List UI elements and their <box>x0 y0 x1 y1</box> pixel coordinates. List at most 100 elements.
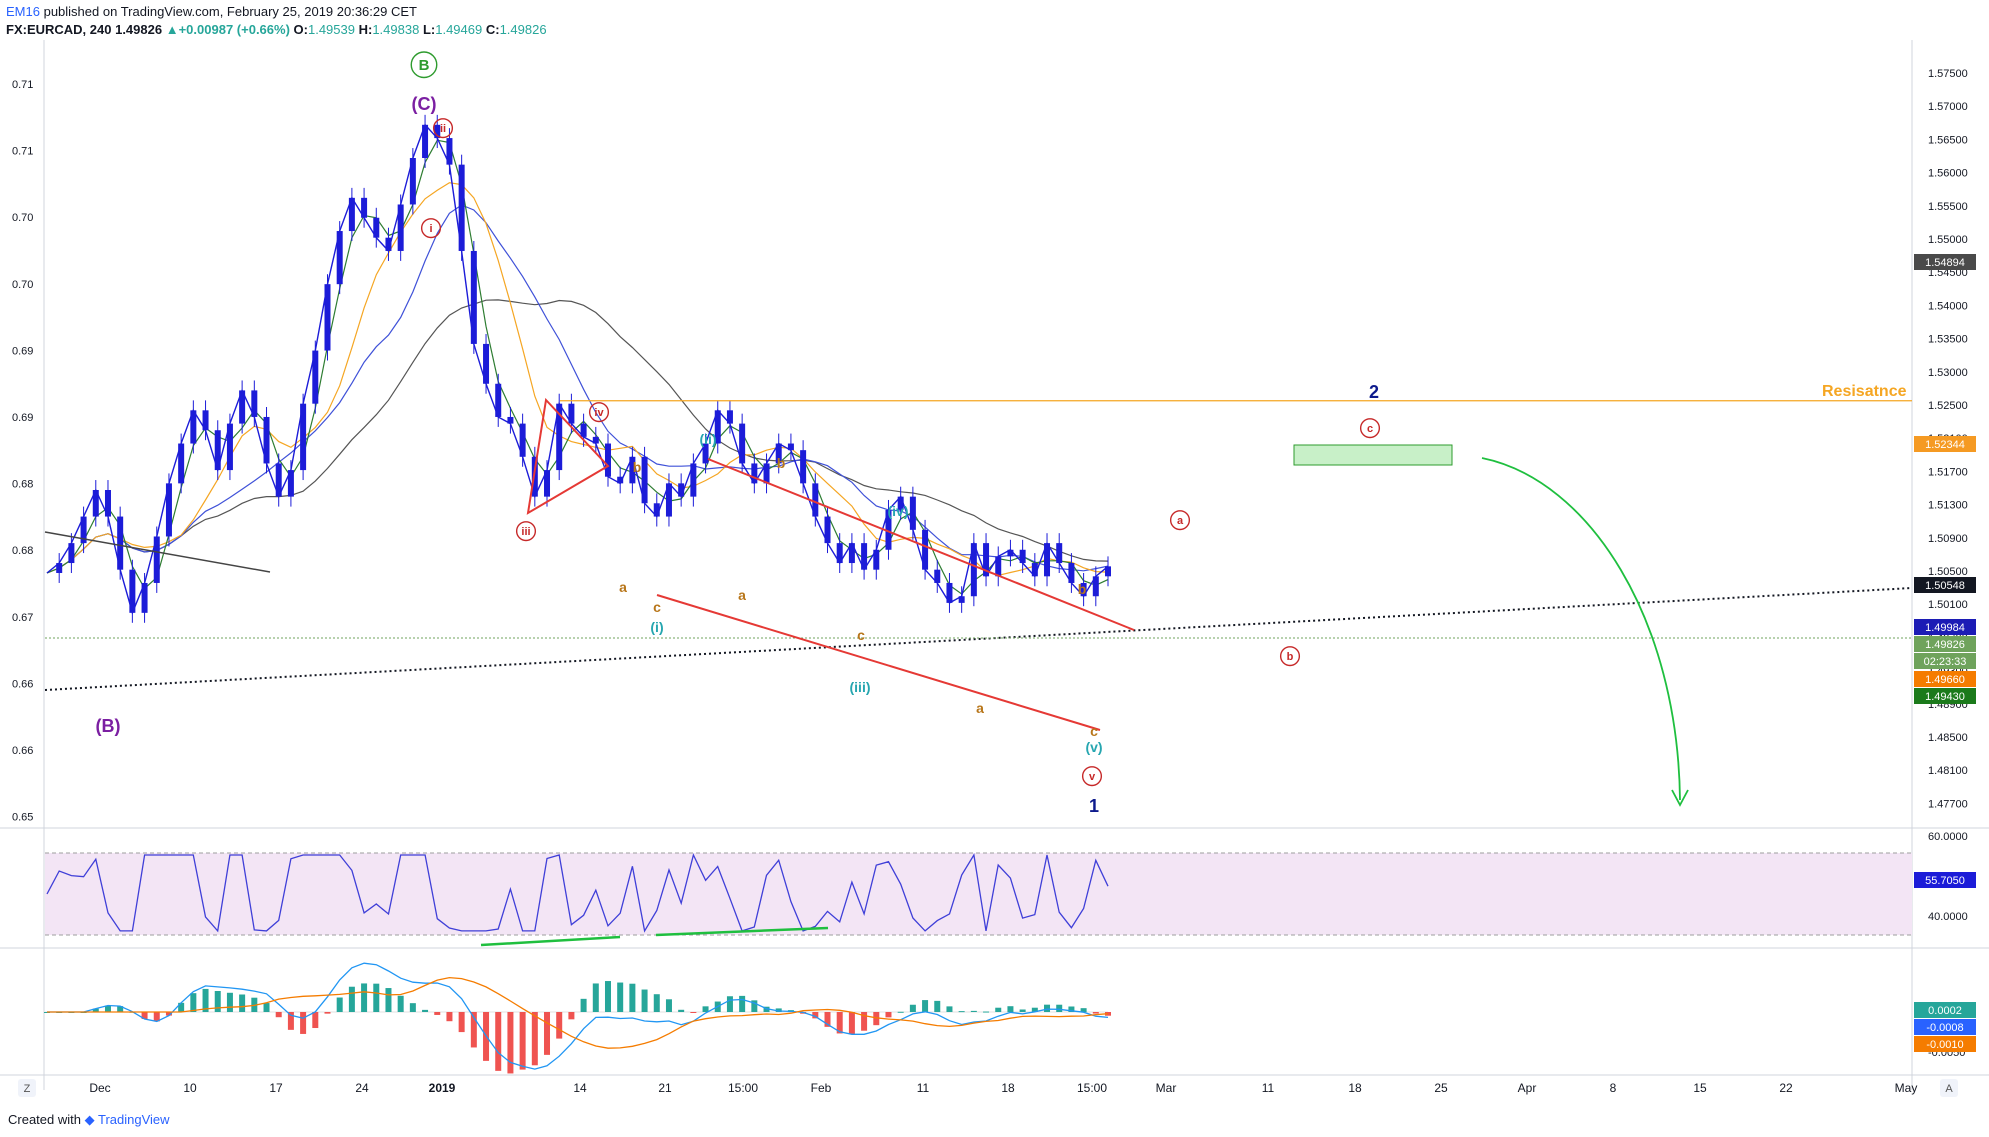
left-scale-tick: 0.68 <box>12 479 33 491</box>
time-tick-label: 21 <box>658 1081 672 1095</box>
price-candle <box>117 516 124 570</box>
wave-label: c <box>1090 723 1098 739</box>
macd-histogram-bar <box>104 1005 111 1012</box>
macd-line <box>47 962 1109 1070</box>
price-candle <box>336 231 343 285</box>
price-candle <box>104 490 111 517</box>
wave-circle <box>515 521 537 542</box>
wave-circle <box>588 402 610 423</box>
price-badge-label: 02:23:33 <box>1924 656 1967 668</box>
price-candle <box>726 410 733 424</box>
wave-label: (C) <box>412 94 437 114</box>
price-candle <box>80 516 87 544</box>
macd-histogram-bar <box>1044 1004 1051 1012</box>
macd-histogram-bar <box>397 995 404 1012</box>
price-tick-label: 1.53000 <box>1928 367 1968 379</box>
price-candle <box>214 430 221 471</box>
price-candle <box>909 496 916 530</box>
price-candle <box>202 410 209 431</box>
target-zone-box <box>1293 444 1453 466</box>
chart-header: EM16 published on TradingView.com, Febru… <box>0 0 1989 40</box>
resistance-label: Resisatnce <box>1822 383 1907 400</box>
macd-histogram-bar <box>922 1000 929 1012</box>
macd-histogram-bar <box>1031 1007 1038 1012</box>
price-candle <box>604 443 611 477</box>
price-candle <box>1080 582 1087 597</box>
auto-scale-button <box>1940 1079 1958 1097</box>
low-label: L: <box>422 22 436 37</box>
wave-label: v <box>1089 771 1096 783</box>
macd-histogram-bar <box>861 1012 868 1031</box>
rsi-divergence-line-2 <box>655 926 829 937</box>
price-tick-label: 1.47700 <box>1928 798 1968 810</box>
macd-histogram-bar <box>373 983 380 1012</box>
macd-badge <box>1914 1036 1976 1052</box>
macd-histogram-bar <box>544 1012 551 1055</box>
price-candle <box>1031 563 1038 577</box>
macd-histogram-bar <box>348 986 355 1012</box>
macd-histogram-bar <box>495 1012 502 1071</box>
wave-label: (i) <box>650 619 663 635</box>
macd-histogram-bar <box>117 1006 124 1012</box>
projection-arrowhead <box>1671 789 1689 807</box>
wave-circle <box>410 51 438 79</box>
price-candle <box>958 596 965 603</box>
red-triangle <box>526 397 610 515</box>
macd-histogram-bar <box>165 1012 172 1016</box>
time-tick-label: Dec <box>89 1081 110 1095</box>
price-candle <box>983 543 990 577</box>
price-badge-label: 1.49826 <box>1925 639 1965 651</box>
price-candle <box>1105 566 1111 577</box>
left-scale-tick: 0.71 <box>12 79 33 91</box>
symbol-label[interactable]: FX:EURCAD, 240 <box>6 22 112 37</box>
macd-histogram-bar <box>665 999 672 1012</box>
macd-histogram-bar <box>275 1012 282 1018</box>
close-value: 1.49826 <box>499 22 547 37</box>
rsi-badge <box>1914 872 1976 888</box>
price-candle <box>617 476 624 484</box>
wave-label: c <box>653 599 661 615</box>
macd-histogram-bar <box>726 996 733 1012</box>
macd-histogram-bar <box>592 983 599 1012</box>
price-tick-label: 1.55500 <box>1928 201 1968 213</box>
price-candle <box>312 350 319 404</box>
change-arrow-icon: ▲ <box>165 22 179 37</box>
wave-label: B <box>419 57 430 74</box>
time-tick-label: 14 <box>573 1081 587 1095</box>
footer: Created with ◆ TradingView <box>8 1112 170 1128</box>
price-candle <box>300 403 307 471</box>
tradingview-logo-icon: ◆ <box>84 1112 95 1127</box>
macd-badge-label: 0.0002 <box>1928 1005 1962 1017</box>
ma-slow-line <box>46 299 1109 574</box>
price-candle <box>446 138 453 165</box>
wave-label: (v) <box>1085 739 1102 755</box>
price-candle <box>641 456 648 504</box>
author-link[interactable]: EM16 <box>6 4 40 19</box>
price-candle <box>348 197 355 232</box>
ma-fast-line <box>46 182 1109 577</box>
time-tick-label: 15:00 <box>728 1081 758 1095</box>
wave-circle <box>1081 766 1103 787</box>
price-candle <box>434 124 441 139</box>
macd-histogram-bar <box>556 1012 563 1039</box>
left-scale-tick: 0.66 <box>12 745 33 757</box>
macd-histogram-bar <box>604 981 611 1012</box>
price-candle <box>751 463 758 484</box>
price-candle <box>824 516 831 544</box>
wave-label: iv <box>594 407 604 419</box>
price-badge <box>1914 254 1976 270</box>
left-scale-tick: 0.65 <box>12 812 33 824</box>
macd-histogram-bar <box>178 1002 185 1012</box>
macd-signal-line <box>47 976 1109 1049</box>
auto-scale-button-label: A <box>1945 1083 1953 1095</box>
price-tick-label: 1.53500 <box>1928 334 1968 346</box>
price-candle <box>1068 563 1075 583</box>
price-badge <box>1914 436 1976 452</box>
macd-histogram-bar <box>568 1012 575 1020</box>
projection-arrow <box>1481 457 1681 801</box>
macd-histogram-bar <box>287 1012 294 1030</box>
price-badge-label: 1.50548 <box>1925 580 1965 592</box>
tradingview-link[interactable]: TradingView <box>98 1112 170 1127</box>
price-candle <box>153 536 160 583</box>
